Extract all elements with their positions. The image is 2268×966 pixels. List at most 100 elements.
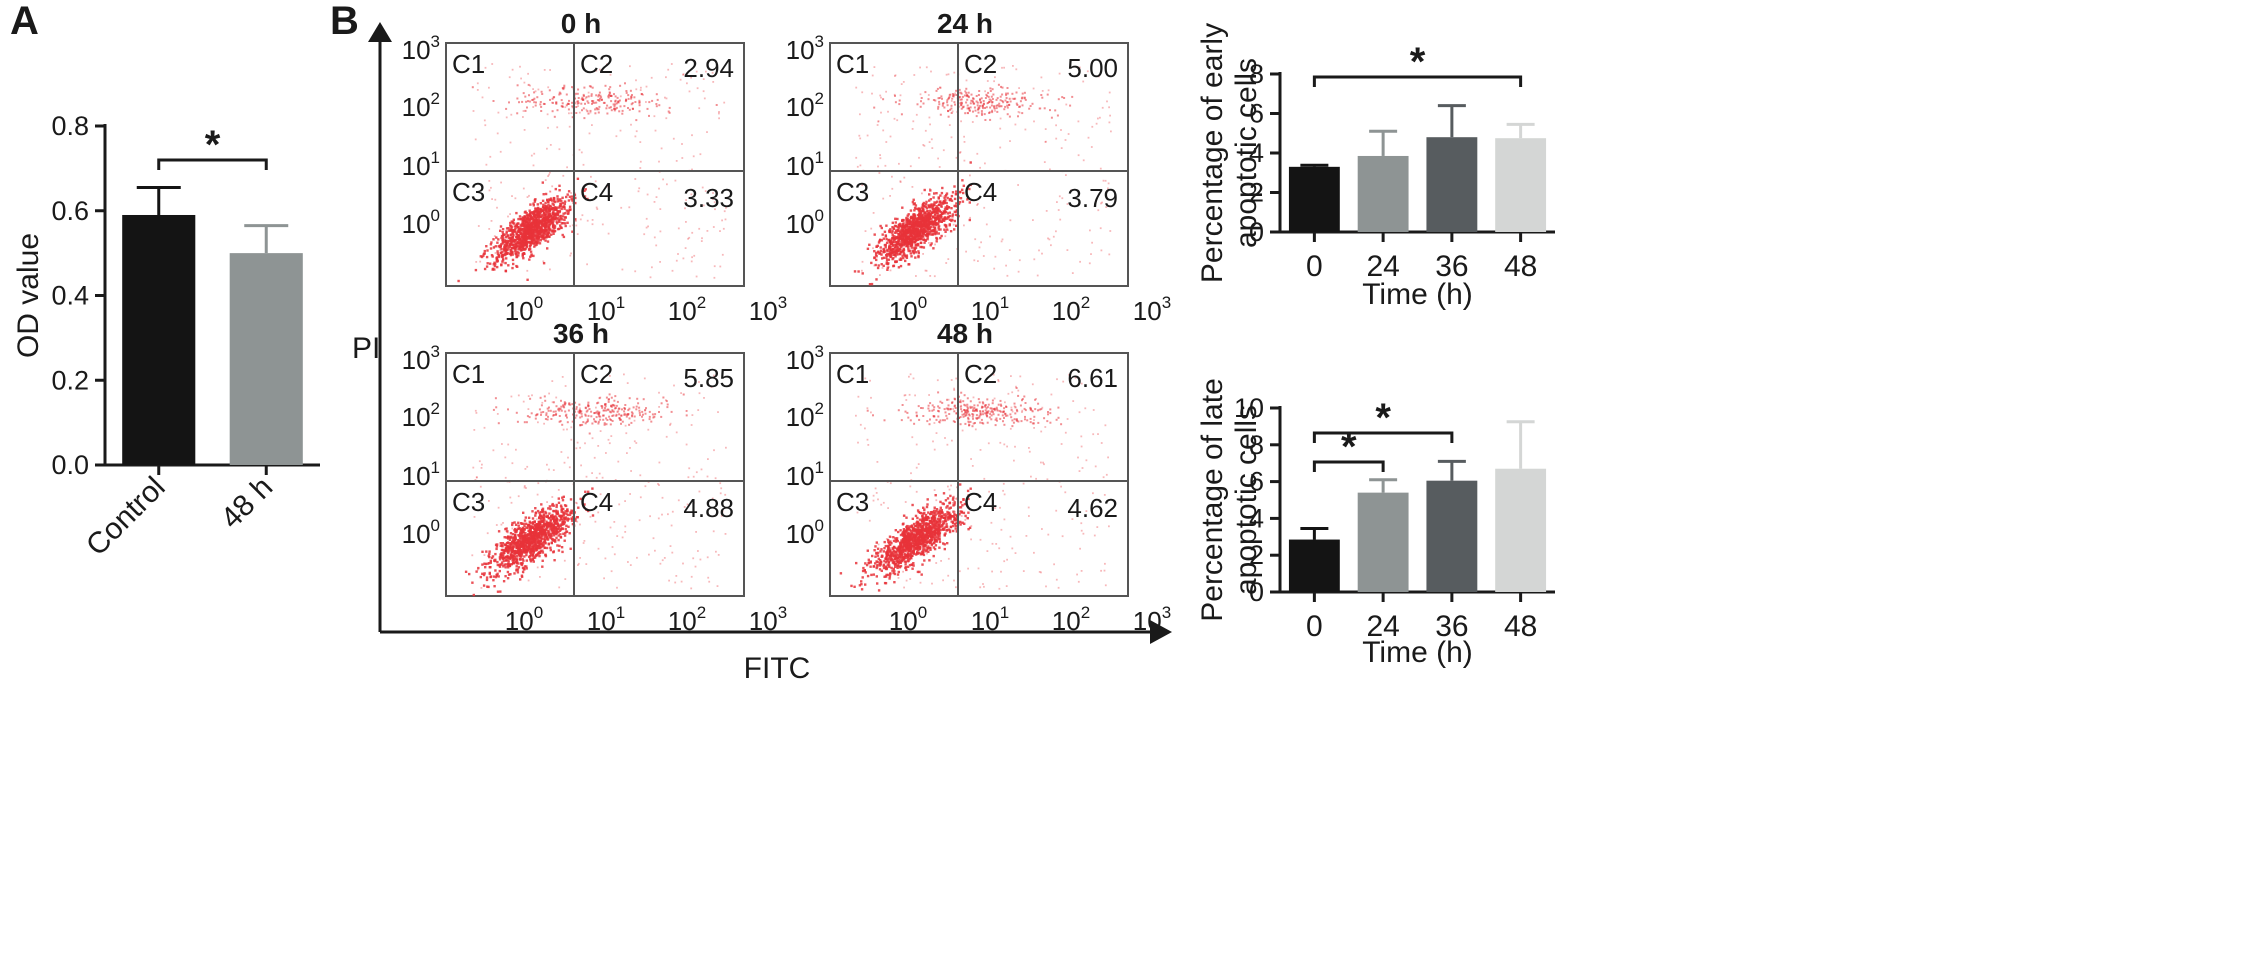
quadrant-c4-value: 4.62 bbox=[1067, 493, 1118, 523]
quadrant-label: C2 bbox=[580, 359, 613, 389]
y-tick-label: 10 bbox=[1234, 393, 1264, 423]
flow-x-tick-label: 100 bbox=[505, 293, 543, 326]
tick-base: 10 bbox=[786, 35, 815, 65]
tick-exponent: 3 bbox=[778, 293, 787, 312]
flow-y-tick-label: 102 bbox=[402, 89, 440, 122]
tick-exponent: 2 bbox=[431, 399, 440, 418]
tick-exponent: 1 bbox=[815, 148, 824, 167]
error-bar bbox=[1369, 129, 1398, 156]
flow-y-tick-label: 101 bbox=[786, 148, 824, 181]
y-tick-label: 2 bbox=[1249, 178, 1264, 208]
x-category-label: 0 bbox=[1306, 250, 1323, 283]
x-category-label: 48 h bbox=[215, 471, 280, 536]
flow-y-tick-label: 101 bbox=[402, 148, 440, 181]
error-bar bbox=[244, 224, 289, 254]
quadrant-label: C2 bbox=[580, 49, 613, 79]
tick-exponent: 3 bbox=[1162, 603, 1171, 622]
flow-y-tick-label: 100 bbox=[402, 206, 440, 239]
tick-exponent: 0 bbox=[918, 293, 927, 312]
scatter-dots bbox=[839, 373, 1110, 592]
y-tick-label: 0.6 bbox=[51, 196, 89, 226]
flow-x-tick-label: 102 bbox=[1052, 293, 1090, 326]
tick-base: 10 bbox=[402, 461, 431, 491]
y-tick-label: 4 bbox=[1249, 503, 1264, 533]
flow-x-tick-label: 103 bbox=[749, 293, 787, 326]
flow-plot-title: 36 h bbox=[553, 318, 609, 349]
tick-base: 10 bbox=[587, 606, 616, 636]
tick-base: 10 bbox=[786, 345, 815, 375]
tick-base: 10 bbox=[668, 606, 697, 636]
scatter-dots bbox=[853, 65, 1112, 286]
y-tick-label: 0.0 bbox=[51, 450, 89, 480]
y-tick-label: 6 bbox=[1249, 467, 1264, 497]
tick-exponent: 2 bbox=[1081, 293, 1090, 312]
quadrant-label: C2 bbox=[964, 359, 997, 389]
error-bar bbox=[1506, 420, 1535, 469]
tick-exponent: 2 bbox=[815, 399, 824, 418]
significance-star: * bbox=[1410, 40, 1426, 84]
flow-y-tick-label: 101 bbox=[786, 458, 824, 491]
quadrant-label: C4 bbox=[580, 487, 613, 517]
quadrant-label: C2 bbox=[964, 49, 997, 79]
significance-bracket bbox=[157, 158, 268, 170]
tick-base: 10 bbox=[749, 296, 778, 326]
quadrant-label: C4 bbox=[580, 177, 613, 207]
bar bbox=[1426, 480, 1478, 592]
flow-plot-title: 0 h bbox=[561, 8, 601, 39]
tick-exponent: 3 bbox=[431, 342, 440, 361]
x-category-label: 36 bbox=[1435, 610, 1468, 643]
flow-y-tick-label: 100 bbox=[402, 516, 440, 549]
y-tick-label: 0 bbox=[1249, 217, 1264, 247]
quadrant-c4-value: 4.88 bbox=[683, 493, 734, 523]
significance-bracket bbox=[1312, 75, 1523, 87]
flow-plot-frame bbox=[445, 352, 745, 597]
flow-plot-title: 48 h bbox=[937, 318, 993, 349]
bar bbox=[1495, 138, 1547, 232]
axis-arrows bbox=[368, 22, 1172, 644]
pi-axis-label: PI bbox=[352, 332, 380, 365]
x-category-label: Control bbox=[80, 471, 172, 563]
x-category-label: 0 bbox=[1306, 610, 1323, 643]
flow-y-tick-label: 100 bbox=[786, 516, 824, 549]
tick-base: 10 bbox=[402, 151, 431, 181]
tick-base: 10 bbox=[749, 606, 778, 636]
flow-plot-frame bbox=[829, 42, 1129, 287]
tick-exponent: 3 bbox=[431, 32, 440, 51]
flow-y-tick-label: 100 bbox=[786, 206, 824, 239]
flow-y-tick-label: 103 bbox=[786, 32, 824, 65]
tick-base: 10 bbox=[786, 461, 815, 491]
y-axis-title-line: Percentage of late bbox=[1196, 378, 1229, 622]
tick-exponent: 0 bbox=[815, 516, 824, 535]
tick-exponent: 3 bbox=[815, 32, 824, 51]
tick-exponent: 1 bbox=[815, 458, 824, 477]
tick-base: 10 bbox=[505, 606, 534, 636]
significance-star: * bbox=[1341, 425, 1357, 469]
flow-x-tick-label: 100 bbox=[505, 603, 543, 636]
tick-exponent: 2 bbox=[431, 89, 440, 108]
bar bbox=[122, 214, 196, 465]
tick-exponent: 0 bbox=[815, 206, 824, 225]
quadrant-c2-value: 2.94 bbox=[683, 53, 734, 83]
tick-base: 10 bbox=[402, 92, 431, 122]
tick-base: 10 bbox=[668, 296, 697, 326]
tick-exponent: 1 bbox=[616, 293, 625, 312]
bar bbox=[229, 253, 303, 465]
tick-base: 10 bbox=[786, 209, 815, 239]
panel-a-letter: A bbox=[10, 0, 39, 43]
scatter-dots bbox=[464, 373, 727, 597]
tick-exponent: 1 bbox=[1000, 293, 1009, 312]
quadrant-c4-value: 3.33 bbox=[683, 183, 734, 213]
y-axis-title-line: apoptotic cells bbox=[1230, 58, 1263, 248]
bar bbox=[1288, 539, 1340, 592]
tick-exponent: 2 bbox=[1081, 603, 1090, 622]
error-bar bbox=[1506, 122, 1535, 139]
x-category-label: 24 bbox=[1366, 610, 1399, 643]
y-axis-title-line: apoptotic cells bbox=[1230, 405, 1263, 595]
error-bar bbox=[1369, 478, 1398, 493]
flow-x-tick-label: 102 bbox=[1052, 603, 1090, 636]
tick-base: 10 bbox=[889, 606, 918, 636]
tick-base: 10 bbox=[971, 296, 1000, 326]
flow-x-tick-label: 103 bbox=[749, 603, 787, 636]
